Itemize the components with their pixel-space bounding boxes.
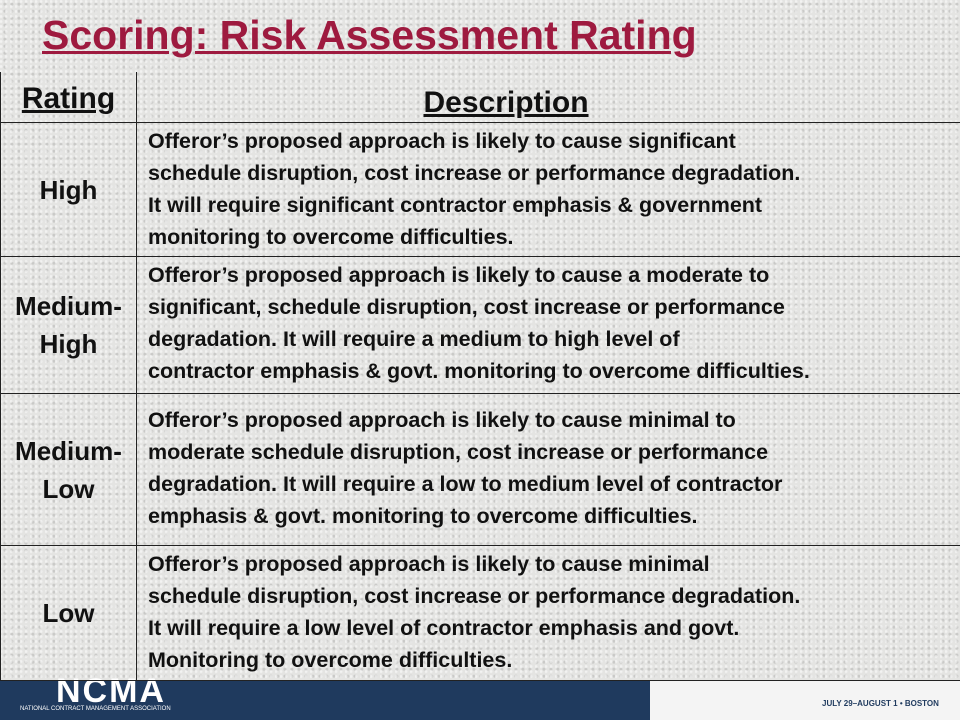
description-line: significant, schedule disruption, cost i… <box>148 295 785 319</box>
footer-association: NATIONAL CONTRACT MANAGEMENT ASSOCIATION <box>20 706 171 712</box>
description-cell: Offeror’s proposed approach is likely to… <box>136 393 960 546</box>
description-line: Offeror’s proposed approach is likely to… <box>148 129 736 153</box>
footer-logo: NCMA <box>56 672 166 710</box>
description-cell: Offeror’s proposed approach is likely to… <box>136 545 960 681</box>
rating-cell: Low <box>0 545 137 681</box>
rating-cell: Medium- Low <box>0 393 137 546</box>
rating-cell: High <box>0 122 137 257</box>
description-line: contractor emphasis & govt. monitoring t… <box>148 359 810 383</box>
description-line: monitoring to overcome difficulties. <box>148 225 514 249</box>
header-rating: Rating <box>0 72 137 123</box>
description-line: emphasis & govt. monitoring to overcome … <box>148 504 698 528</box>
description-line: schedule disruption, cost increase or pe… <box>148 161 801 185</box>
description-line: It will require significant contractor e… <box>148 193 763 217</box>
rating-text: Low <box>42 473 95 504</box>
slide-title: Scoring: Risk Assessment Rating <box>42 12 697 58</box>
description-cell: Offeror’s proposed approach is likely to… <box>136 256 960 394</box>
description-line: Monitoring to overcome difficulties. <box>148 648 513 672</box>
description-line: degradation. It will require a medium to… <box>148 327 680 351</box>
description-line: Offeror’s proposed approach is likely to… <box>148 408 736 432</box>
rating-text: Medium- <box>15 291 122 321</box>
footer-bar <box>0 680 650 720</box>
rating-table: Rating Description High Offeror’s propose… <box>0 72 960 681</box>
description-cell: Offeror’s proposed approach is likely to… <box>136 122 960 257</box>
footer-right <box>650 680 960 720</box>
rating-text: Low <box>42 598 95 628</box>
footer-dates: JULY 29–AUGUST 1 • BOSTON <box>822 699 939 708</box>
description-line: moderate schedule disruption, cost incre… <box>148 440 769 464</box>
description-line: schedule disruption, cost increase or pe… <box>148 584 801 608</box>
rating-text: Medium- <box>15 435 122 466</box>
description-line: degradation. It will require a low to me… <box>148 472 783 496</box>
rating-cell: Medium- High <box>0 256 137 394</box>
description-line: Offeror’s proposed approach is likely to… <box>148 263 770 287</box>
description-line: It will require a low level of contracto… <box>148 616 740 640</box>
rating-text: High <box>39 174 98 205</box>
rating-text: High <box>39 329 98 359</box>
header-description: Description <box>136 72 960 123</box>
description-line: Offeror’s proposed approach is likely to… <box>148 552 710 576</box>
